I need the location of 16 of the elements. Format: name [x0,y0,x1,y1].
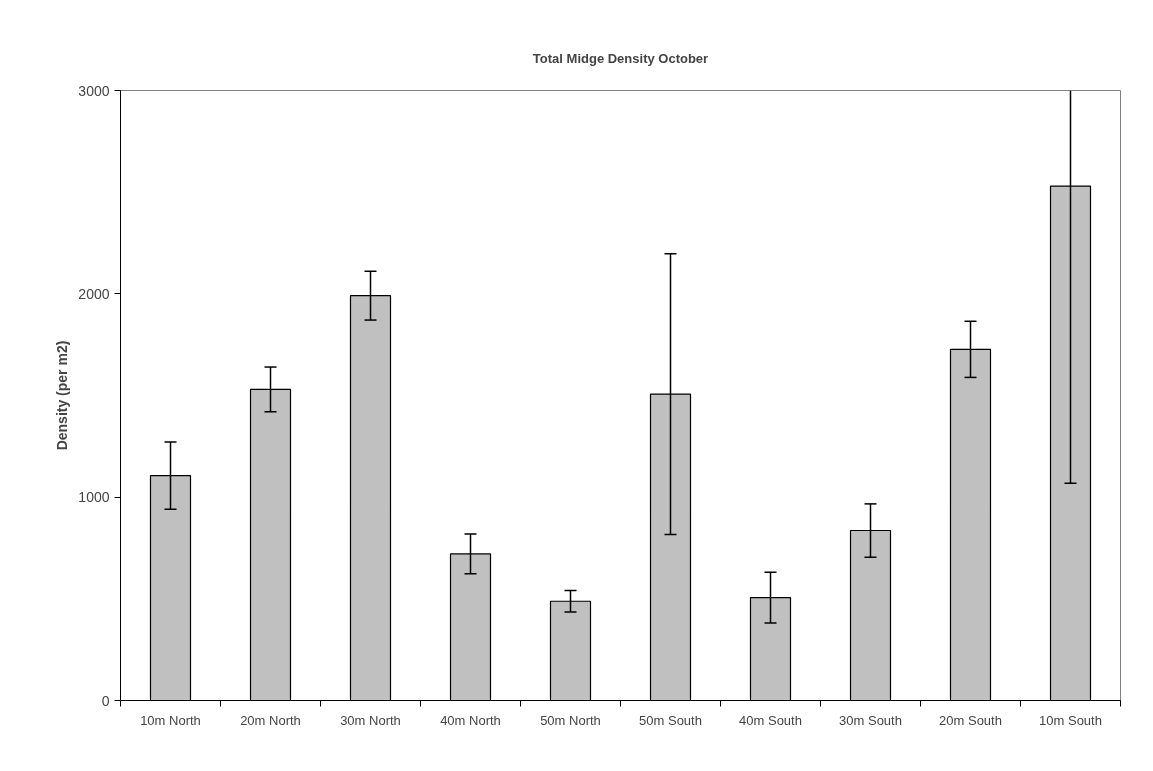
y-tick-label: 0 [101,692,110,709]
x-tick-label: 40m South [739,712,802,728]
x-tick-label: 20m North [240,712,301,728]
x-tick-label: 50m North [540,712,601,728]
x-tick-label: 10m North [140,712,201,728]
x-tick-label: 40m North [440,712,501,728]
x-tick-label: 30m North [340,712,401,728]
y-tick-label: 1000 [78,489,110,506]
y-tick-label: 2000 [78,285,110,302]
y-axis-title: Density (per m2) [54,340,71,451]
x-tick-label: 50m South [639,712,702,728]
x-tick-label: 20m South [939,712,1002,728]
y-tick-label: 3000 [78,82,110,99]
chart-title: Total Midge Density October [532,50,709,66]
x-tick-label: 30m South [839,712,902,728]
x-tick-label: 10m South [1039,712,1102,728]
